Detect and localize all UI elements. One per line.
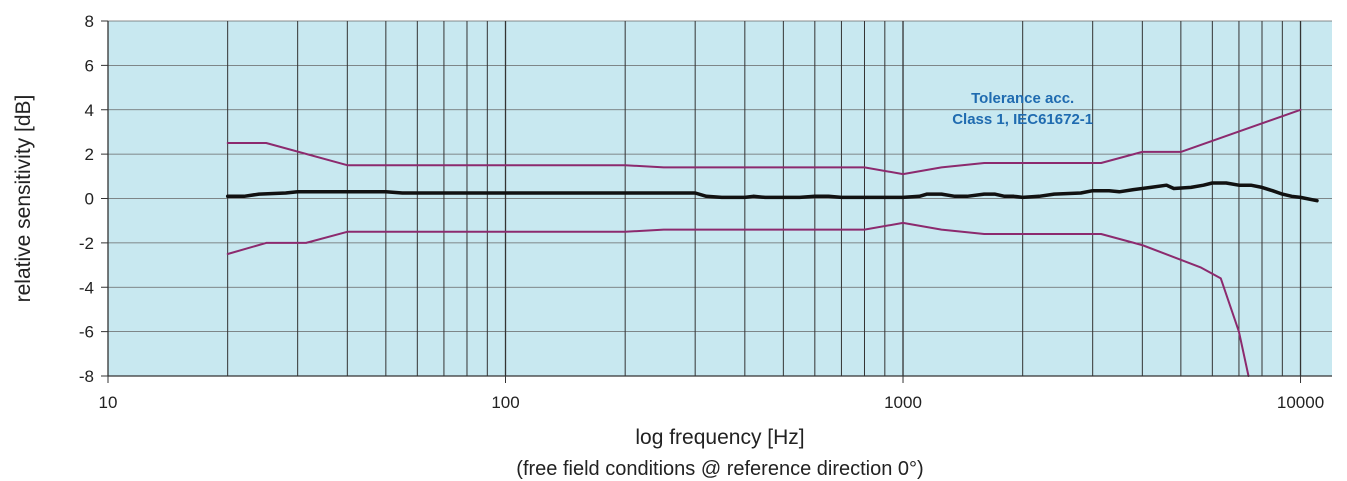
axes [101, 20, 1332, 383]
tick-labels: -8 -6 -4 -2 0 2 4 6 8 10 100 1000 10000 [79, 12, 1324, 412]
series-layer [225, 108, 1319, 377]
y-axis-title: relative sensitivity [dB] [12, 95, 35, 303]
y-tick-label: 6 [85, 56, 94, 75]
grid-lines [108, 20, 1332, 377]
x-axis-title: log frequency [Hz] [635, 426, 804, 449]
y-tick-label: -2 [79, 234, 94, 253]
y-tick-label: -4 [79, 278, 94, 297]
x-tick-label: 10000 [1277, 393, 1324, 412]
y-tick-label: 8 [85, 12, 94, 31]
lower-tolerance-line [226, 221, 1250, 377]
upper-tolerance-line [226, 108, 1302, 176]
tolerance-annotation-line-1: Tolerance acc. [971, 90, 1074, 107]
y-tick-label: -8 [79, 367, 94, 386]
y-tick-label: 4 [85, 101, 94, 120]
x-tick-label: 10 [99, 393, 118, 412]
tolerance-annotation-line-2: Class 1, IEC61672-1 [952, 111, 1093, 128]
x-tick-label: 100 [491, 393, 519, 412]
y-tick-label: 2 [85, 145, 94, 164]
y-tick-label: -6 [79, 323, 94, 342]
sensitivity-curve [225, 181, 1319, 203]
x-tick-label: 1000 [884, 393, 922, 412]
y-tick-label: 0 [85, 190, 94, 209]
chart-subtitle: (free field conditions @ reference direc… [516, 458, 923, 480]
